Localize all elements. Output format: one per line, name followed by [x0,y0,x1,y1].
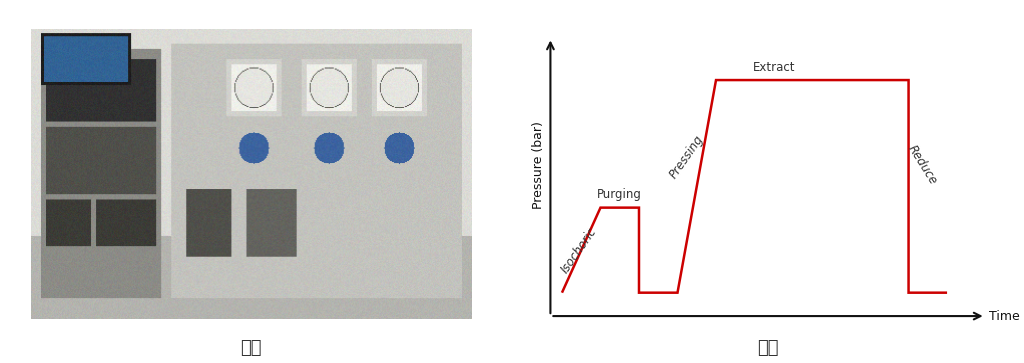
Text: Extract: Extract [753,61,795,74]
Text: Time (min): Time (min) [989,310,1024,323]
Text: 기기: 기기 [241,339,261,358]
Text: Purging: Purging [597,188,642,201]
Text: 공정: 공정 [758,339,778,358]
Text: Reduce: Reduce [905,143,939,187]
Text: Pressure (bar): Pressure (bar) [531,121,545,209]
Text: Pressing: Pressing [668,132,707,181]
Text: Isochoric: Isochoric [559,225,600,276]
